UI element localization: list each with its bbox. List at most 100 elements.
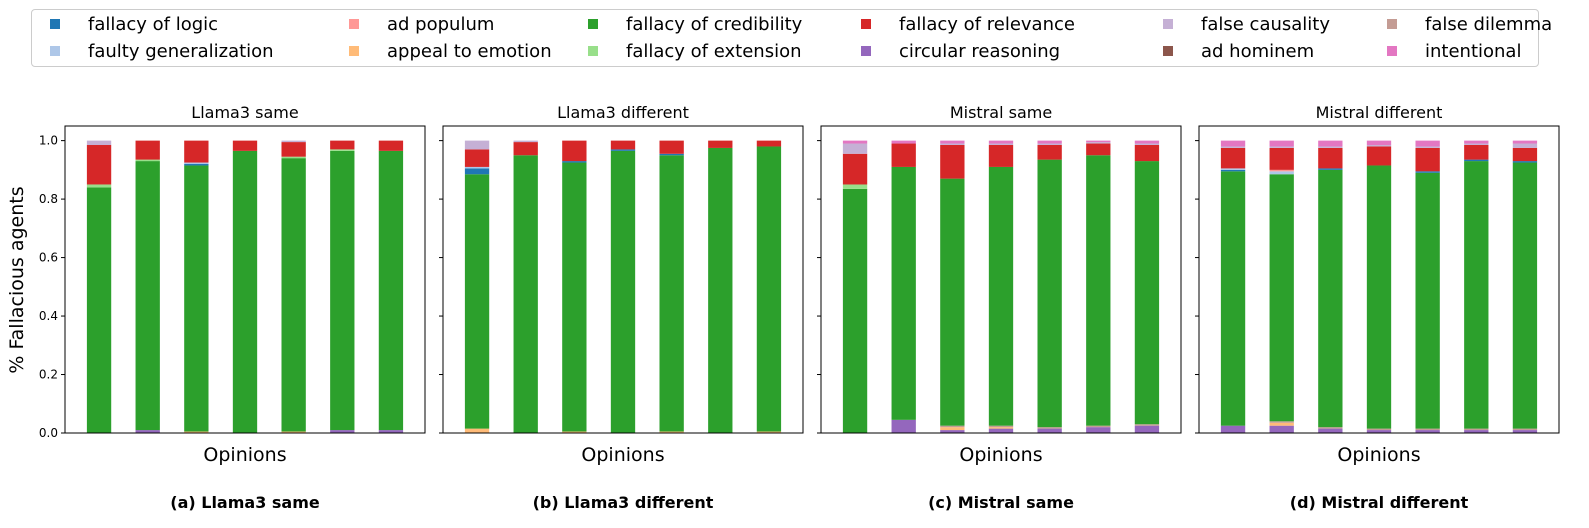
bar-segment <box>464 166 490 169</box>
bar-segment <box>842 153 868 185</box>
bar-segment <box>940 427 965 431</box>
bar-segment <box>891 140 916 144</box>
bar-segment <box>330 140 355 150</box>
bar-segment <box>1269 171 1294 175</box>
bar-segment <box>891 166 916 420</box>
bar-segment <box>1086 143 1111 156</box>
bar-segment <box>562 162 587 432</box>
chart-panel: Mistral same Opinions (c) Mistral same <box>817 103 1182 512</box>
bar-segment <box>1366 165 1392 429</box>
bar-segment <box>940 425 965 428</box>
panel-title: Llama3 different <box>557 103 689 122</box>
legend-swatch <box>1387 19 1397 29</box>
chart-panel: Mistral different Opinions (d) Mistral dif… <box>1195 103 1560 512</box>
bar-segment <box>184 140 209 163</box>
bar-segment <box>1037 428 1062 433</box>
panel-caption: (d) Mistral different <box>1290 493 1469 512</box>
bar-segment <box>562 140 587 162</box>
bar-segment <box>1512 161 1538 163</box>
bar-segment <box>1086 140 1111 143</box>
bar-segment <box>940 178 965 426</box>
legend-item: appeal to emotion <box>349 39 552 63</box>
bar-segment <box>1220 146 1246 148</box>
bar-segment <box>232 140 258 151</box>
bar-segment <box>1086 425 1111 428</box>
legend-item: intentional <box>1387 39 1521 63</box>
bar-segment <box>1134 424 1160 426</box>
bar-segment <box>1318 147 1343 169</box>
legend-label: fallacy of relevance <box>899 13 1075 35</box>
bar-segment <box>1464 143 1489 145</box>
legend-label: fallacy of credibility <box>626 13 803 35</box>
bar-segment <box>330 149 355 151</box>
bar-segment <box>1269 147 1294 170</box>
legend-swatch <box>1387 46 1397 56</box>
bar-segment <box>659 155 684 432</box>
bar-segment <box>135 140 160 160</box>
bar-segment <box>988 166 1014 426</box>
bar-segment <box>842 143 868 154</box>
legend-label: faulty generalization <box>88 40 274 62</box>
legend-item: fallacy of relevance <box>861 12 1075 36</box>
bar-segment <box>135 430 160 433</box>
bar-segment <box>1512 430 1538 433</box>
bar-segment <box>1415 171 1440 173</box>
y-tick-label: 0.0 <box>39 426 58 440</box>
bar-segment <box>1318 140 1343 147</box>
bar-segment <box>1366 140 1392 146</box>
bar-segment <box>1318 146 1343 148</box>
bar-segment <box>184 431 209 433</box>
axes-frame <box>442 125 804 434</box>
bar-segment <box>378 430 404 433</box>
legend-label: false causality <box>1201 13 1330 35</box>
bar-segment <box>232 150 258 433</box>
bar-segment <box>1220 425 1246 433</box>
bar-segment <box>86 140 112 146</box>
bar-segment <box>988 425 1014 428</box>
bar-segment <box>281 158 306 432</box>
y-tick-label: 0.2 <box>39 368 58 382</box>
bar-segment <box>659 140 684 154</box>
panel-title: Mistral same <box>950 103 1052 122</box>
legend-item: faulty generalization <box>50 39 274 63</box>
y-tick-label: 0.8 <box>39 192 58 206</box>
bar-segment <box>1134 425 1160 433</box>
bar-segment <box>1220 169 1246 172</box>
bar-segment <box>464 140 490 150</box>
axes-frame <box>820 125 1182 434</box>
bar-segment <box>378 150 404 431</box>
bar-segment <box>1269 169 1294 172</box>
bar-segment <box>756 146 782 432</box>
panel-caption: (a) Llama3 same <box>170 493 320 512</box>
legend-item: circular reasoning <box>861 39 1060 63</box>
bar-segment <box>659 153 684 156</box>
bar-segment <box>1464 159 1489 162</box>
bar-segment <box>86 145 112 185</box>
bar-segment <box>1512 162 1538 429</box>
x-axis-label: Opinions <box>203 444 286 466</box>
bar-segment <box>891 143 916 167</box>
legend-swatch <box>588 19 598 29</box>
bar-segment <box>1220 140 1246 147</box>
legend-item: fallacy of logic <box>50 12 218 36</box>
bar-segment <box>988 428 1014 433</box>
bar-segment <box>1220 168 1246 170</box>
bar-segment <box>1037 140 1062 144</box>
bar-segment <box>513 142 538 156</box>
bar-segment <box>1464 161 1489 429</box>
bar-segment <box>610 149 636 151</box>
chart-panel: 0.0 0.2 0.4 0.6 0.8 1.0 Llama3 same Opinions (a)… <box>39 103 426 512</box>
bar-segment <box>659 431 684 433</box>
bar-segment <box>281 140 306 143</box>
bar-segment <box>1318 428 1343 433</box>
bar-segment <box>1415 428 1440 431</box>
bar-segment <box>1037 145 1062 160</box>
bar-segment <box>1464 145 1489 160</box>
bar-segment <box>1366 430 1392 433</box>
bar-segment <box>1220 171 1246 426</box>
bar-segment <box>1134 145 1160 162</box>
bar-segment <box>1269 425 1294 433</box>
bar-segment <box>1366 145 1392 147</box>
bar-segment <box>610 140 636 150</box>
x-axis-label: Opinions <box>1337 444 1420 466</box>
